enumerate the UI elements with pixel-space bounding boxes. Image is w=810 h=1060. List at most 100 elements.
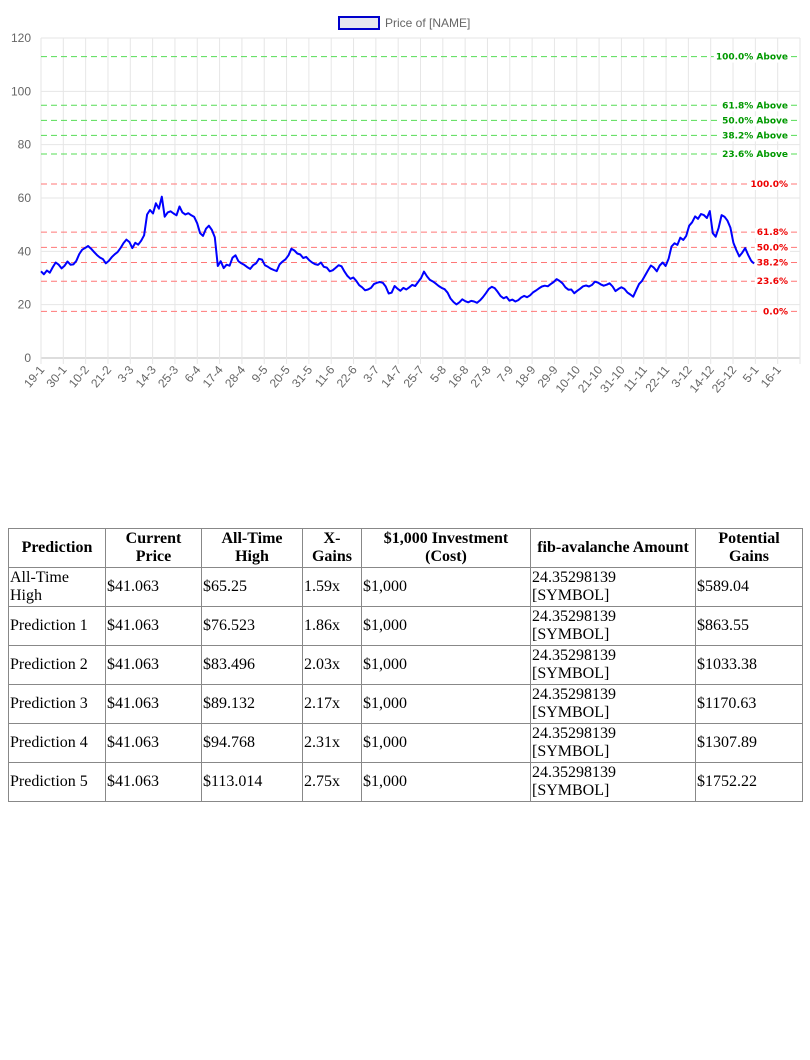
x-tick-label: 10-2 [66,363,92,391]
fib-label-background [754,228,790,239]
header-investment-cost: $1,000 Investment (Cost) [361,528,531,568]
cell-current-price: $41.063 [105,723,202,763]
cell-fib-avalanche-amount: 24.35298139 [SYMBOL] [530,762,696,802]
cell-x-gains: 2.31x [302,723,362,763]
fib-level-label: 38.2% Above [722,131,788,141]
cell-all-time-high: $83.496 [201,645,303,685]
cell-potential-gains: $1170.63 [695,684,803,724]
legend-label: Price of [NAME] [385,16,470,30]
x-tick-label: 31-5 [289,363,315,391]
x-tick-label: 20-5 [267,363,293,391]
header-fib-avalanche-amount: fib-avalanche Amount [530,528,696,568]
cell-current-price: $41.063 [105,567,202,607]
fib-label-background [713,52,790,63]
x-tick-label: 25-7 [401,363,427,391]
x-tick-label: 14-3 [133,363,159,391]
cell-fib-avalanche-amount: 24.35298139 [SYMBOL] [530,567,696,607]
x-tick-label: 19-1 [21,363,47,391]
fib-level-label: 50.0% Above [722,116,788,126]
x-tick-label: 16-8 [445,363,471,391]
y-tick-label: 120 [11,31,31,45]
table-header-row: Prediction Current Price All-Time High X… [8,528,803,568]
cell-prediction: Prediction 4 [8,723,106,763]
header-x-gains: X-Gains [302,528,362,568]
price-chart-svg: Price of [NAME]02040608010012019-130-110… [11,16,801,396]
x-tick-label: 16-1 [758,363,784,391]
fib-level-label: 50.0% [757,243,788,253]
cell-fib-avalanche-amount: 24.35298139 [SYMBOL] [530,684,696,724]
fib-level-label: 38.2% [757,259,788,269]
table-row: Prediction 5 $41.063 $113.014 2.75x $1,0… [8,762,803,802]
prediction-table: Prediction Current Price All-Time High X… [8,528,803,802]
cell-prediction: Prediction 1 [8,606,106,646]
table-row: Prediction 4 $41.063 $94.768 2.31x $1,00… [8,723,803,763]
fib-label-background [720,116,790,127]
header-prediction: Prediction [8,528,106,568]
prediction-table-wrap: Prediction Current Price All-Time High X… [8,528,803,802]
y-tick-label: 0 [24,351,31,365]
fib-level-label: 61.8% Above [722,101,788,111]
fib-label-background [761,307,790,318]
cell-prediction: Prediction 5 [8,762,106,802]
cell-all-time-high: $94.768 [201,723,303,763]
fib-label-background [720,149,790,160]
cell-prediction: Prediction 3 [8,684,106,724]
cell-prediction: Prediction 2 [8,645,106,685]
x-tick-label: 18-9 [512,363,538,391]
cell-potential-gains: $1752.22 [695,762,803,802]
legend-swatch [338,16,380,30]
cell-all-time-high: $89.132 [201,684,303,724]
x-tick-label: 14-7 [378,363,404,391]
cell-current-price: $41.063 [105,684,202,724]
cell-investment-cost: $1,000 [361,762,531,802]
fib-label-background [720,131,790,142]
y-tick-label: 100 [11,84,31,98]
cell-potential-gains: $1033.38 [695,645,803,685]
fib-label-background [720,101,790,112]
x-tick-label: 28-4 [222,363,248,391]
cell-x-gains: 2.75x [302,762,362,802]
x-tick-label: 11-6 [312,363,338,390]
fib-level-label: 100.0% [751,180,789,190]
x-tick-label: 22-11 [642,363,672,395]
cell-fib-avalanche-amount: 24.35298139 [SYMBOL] [530,606,696,646]
cell-x-gains: 1.59x [302,567,362,607]
cell-fib-avalanche-amount: 24.35298139 [SYMBOL] [530,645,696,685]
cell-current-price: $41.063 [105,606,202,646]
cell-x-gains: 2.17x [302,684,362,724]
fib-level-label: 100.0% Above [716,53,788,63]
fib-label-background [754,258,790,269]
table-row: Prediction 2 $41.063 $83.496 2.03x $1,00… [8,645,803,685]
cell-investment-cost: $1,000 [361,723,531,763]
cell-all-time-high: $65.25 [201,567,303,607]
table-row: All-Time High $41.063 $65.25 1.59x $1,00… [8,567,803,607]
header-all-time-high: All-Time High [201,528,303,568]
x-tick-label: 21-2 [88,363,114,391]
cell-x-gains: 2.03x [302,645,362,685]
y-tick-label: 60 [18,191,32,205]
cell-all-time-high: $113.014 [201,762,303,802]
x-tick-label: 27-8 [468,363,494,391]
cell-current-price: $41.063 [105,645,202,685]
table-row: Prediction 3 $41.063 $89.132 2.17x $1,00… [8,684,803,724]
price-series-line [40,195,755,306]
x-tick-label: 22-6 [334,363,360,391]
price-chart: Price of [NAME] 0 20 40 60 80 100 120 19-1 30-1 10… [0,0,810,420]
cell-potential-gains: $863.55 [695,606,803,646]
cell-all-time-high: $76.523 [201,606,303,646]
cell-prediction: All-Time High [8,567,106,607]
fib-label-background [754,243,790,254]
fib-level-label: 23.6% [757,277,788,287]
cell-investment-cost: $1,000 [361,684,531,724]
x-tick-label: 25-3 [155,363,181,391]
fib-label-background [748,180,790,190]
fib-level-label: 0.0% [763,307,788,317]
cell-investment-cost: $1,000 [361,567,531,607]
y-tick-label: 80 [18,138,32,152]
cell-potential-gains: $1307.89 [695,723,803,763]
fib-level-label: 61.8% [757,228,788,238]
table-row: Prediction 1 $41.063 $76.523 1.86x $1,00… [8,606,803,646]
fib-label-background [754,277,790,288]
cell-investment-cost: $1,000 [361,645,531,685]
x-tick-label: 31-10 [597,363,628,396]
